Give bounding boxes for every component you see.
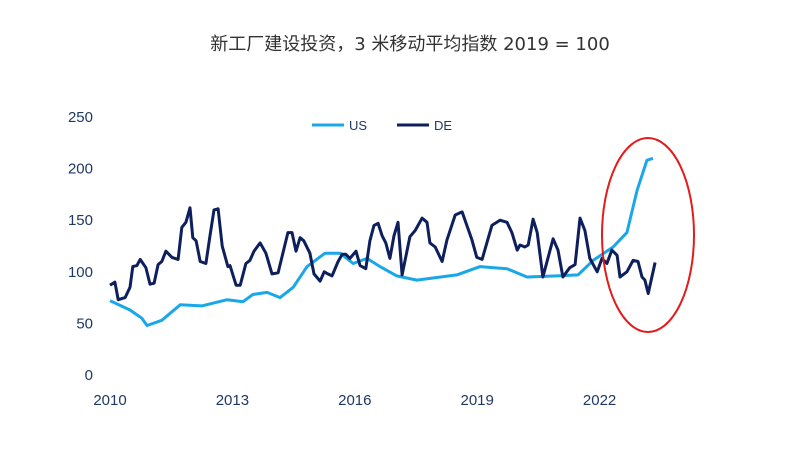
chart-title: 新工厂建设投资，3 米移动平均指数 2019 = 100 [210, 34, 610, 55]
y-tick-label: 250 [68, 109, 93, 126]
y-tick-label: 100 [68, 264, 93, 281]
x-tick-label: 2016 [338, 392, 371, 409]
x-axis: 2010 2013 2016 2019 2022 [93, 392, 616, 409]
legend: US DE [312, 118, 452, 133]
highlight-ellipse [601, 137, 695, 333]
y-tick-label: 150 [68, 212, 93, 229]
series-line-us [109, 156, 654, 327]
series-lines [109, 156, 657, 327]
x-tick-label: 2010 [93, 392, 126, 409]
y-tick-label: 200 [68, 161, 93, 178]
x-tick-label: 2022 [583, 392, 616, 409]
series-line-de [109, 206, 657, 302]
x-tick-label: 2013 [216, 392, 249, 409]
legend-label-de: DE [434, 118, 452, 133]
x-tick-label: 2019 [461, 392, 494, 409]
y-tick-label: 0 [85, 367, 93, 384]
y-axis: 0 50 100 150 200 250 [68, 109, 93, 384]
y-tick-label: 50 [76, 315, 93, 332]
legend-label-us: US [349, 118, 367, 133]
